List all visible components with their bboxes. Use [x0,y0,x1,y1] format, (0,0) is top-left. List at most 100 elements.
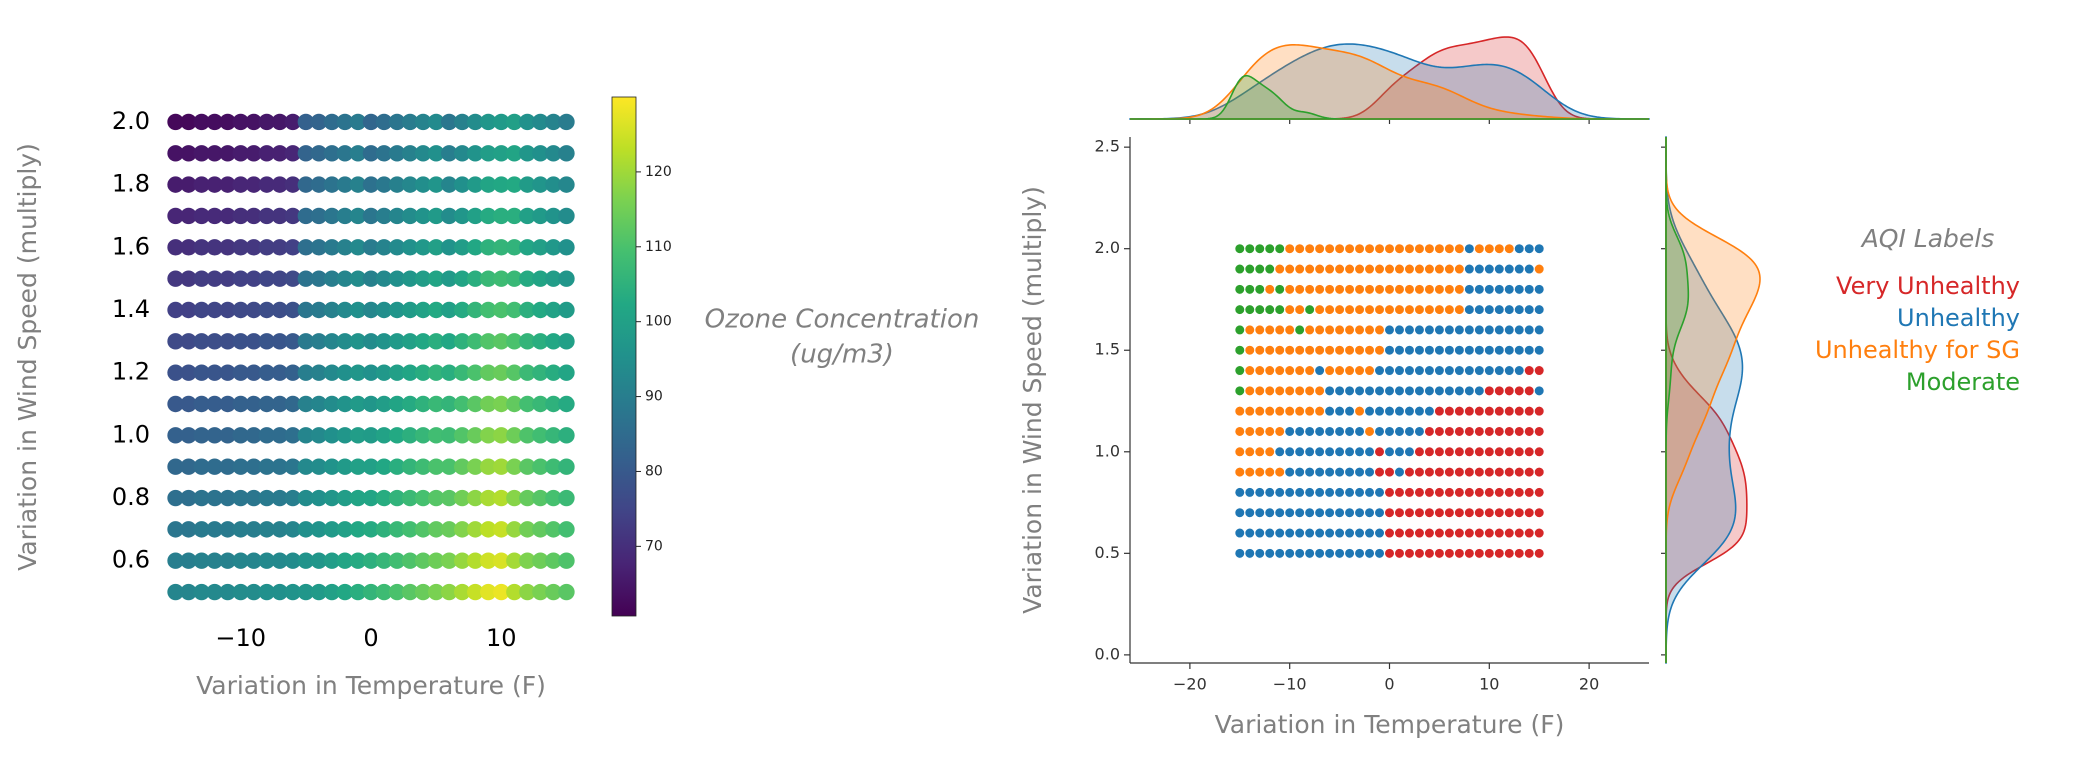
point [1244,243,1255,254]
point [1284,345,1295,356]
point [1394,345,1405,356]
legend-entry: Unhealthy [1897,304,2020,332]
y-axis-label: Variation in Wind Speed (multiply) [13,143,42,571]
point [219,270,236,287]
point [219,395,236,413]
point [1314,548,1325,559]
point [467,301,484,319]
point [1534,284,1545,295]
point [336,364,354,381]
point [1424,507,1435,518]
y-tick-label: 0.0 [1095,644,1120,663]
point [206,458,223,475]
point [1254,365,1265,376]
point [297,239,315,256]
point [467,364,484,381]
point [284,458,302,475]
point [1364,365,1375,376]
point [1354,406,1365,417]
point [1274,263,1285,275]
point [1494,527,1505,539]
point [467,458,484,475]
point [349,145,367,162]
point [349,489,367,507]
point [506,270,523,287]
point [245,427,262,444]
point [1394,304,1405,315]
point [297,364,315,381]
point [1354,487,1365,498]
point [401,458,419,475]
point [1464,487,1475,498]
point [1414,324,1425,336]
point [258,333,275,350]
point [558,427,575,444]
point [167,489,184,507]
point [349,301,367,319]
point [1314,243,1325,254]
point [545,270,562,287]
point [1394,466,1405,478]
point [493,552,510,569]
point [545,145,562,162]
point [1404,548,1415,559]
point [558,176,575,193]
point [245,333,262,350]
point [388,364,406,381]
point [427,239,445,256]
point [1244,365,1255,376]
point [1424,243,1435,254]
point [206,176,223,193]
point [480,395,497,413]
point [1344,345,1355,356]
point [532,113,549,131]
point [532,458,549,475]
point [1284,527,1295,539]
point [480,552,497,569]
point [1284,263,1295,275]
point [1254,426,1265,437]
point [1484,487,1495,498]
point [493,239,510,256]
point [1434,345,1445,356]
point [1464,243,1475,254]
point [1284,446,1295,457]
point [1474,426,1485,437]
point [375,364,393,381]
y-tick-label: 0.8 [112,483,150,511]
point [323,333,341,350]
point [1534,304,1545,315]
point [506,176,523,193]
point [1384,446,1395,457]
point [1344,385,1355,396]
point [349,176,367,193]
point [519,458,536,475]
point [1484,263,1495,275]
point [1364,243,1375,254]
point [1484,507,1495,518]
point [375,176,393,193]
point [349,333,367,350]
point [1454,263,1465,275]
point [1314,507,1325,518]
point [1524,507,1535,518]
point [232,583,249,601]
point [1254,324,1265,336]
point [401,583,419,601]
point [1514,406,1525,417]
point [1484,284,1495,295]
point [1484,548,1495,559]
point [362,333,380,350]
point [193,333,210,350]
point [336,333,354,350]
point [1244,466,1255,478]
point [1284,284,1295,295]
point [1244,324,1255,336]
point [206,427,223,444]
colorbar-tick-label: 110 [645,239,672,255]
point [284,427,302,444]
point [1534,243,1545,254]
point [245,301,262,319]
point [167,207,184,225]
point [1474,507,1485,518]
